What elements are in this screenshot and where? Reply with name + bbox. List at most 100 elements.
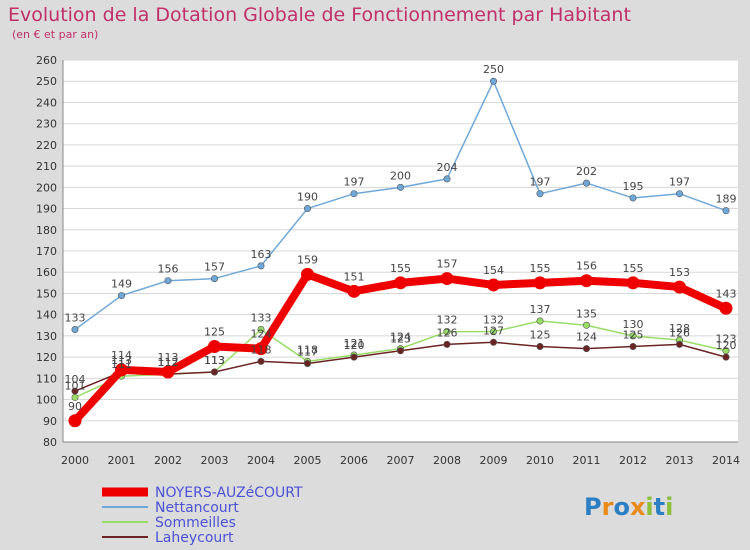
x-tick-label: 2002 — [154, 454, 182, 467]
data-point — [536, 342, 544, 350]
data-label: 126 — [669, 326, 690, 339]
data-point — [257, 262, 265, 270]
data-label: 133 — [251, 312, 272, 325]
data-point — [629, 342, 637, 350]
legend-label: Nettancourt — [155, 500, 239, 516]
data-point — [722, 207, 730, 215]
data-point — [118, 292, 126, 300]
y-tick-label: 80 — [43, 436, 57, 449]
legend-label: NOYERS-AUZéCOURT — [155, 485, 303, 501]
data-label: 135 — [576, 307, 597, 320]
data-label: 118 — [297, 343, 318, 356]
data-label: 149 — [111, 278, 132, 291]
y-tick-label: 190 — [36, 203, 57, 216]
proxiti-logo: Proxiti — [584, 493, 673, 521]
data-point — [582, 345, 590, 353]
data-point — [71, 387, 79, 395]
data-point — [396, 183, 404, 191]
data-label: 132 — [437, 314, 458, 327]
data-label: 159 — [297, 253, 318, 266]
data-label: 133 — [65, 312, 86, 325]
data-point — [536, 317, 544, 325]
data-point — [582, 179, 590, 187]
data-point — [303, 205, 311, 213]
data-label: 120 — [716, 339, 737, 352]
data-label: 120 — [344, 339, 365, 352]
data-label: 113 — [204, 354, 225, 367]
data-label: 137 — [530, 303, 551, 316]
data-label: 111 — [111, 358, 132, 371]
data-label: 125 — [623, 329, 644, 342]
data-point — [68, 414, 82, 428]
data-point — [211, 368, 219, 376]
x-tick-label: 2001 — [108, 454, 136, 467]
data-label: 202 — [576, 165, 597, 178]
data-label: 124 — [576, 331, 597, 344]
legend-label: Laheycourt — [155, 530, 234, 546]
data-label: 114 — [111, 349, 132, 362]
data-label: 156 — [576, 260, 597, 273]
data-label: 123 — [390, 333, 411, 346]
x-tick-label: 2013 — [666, 454, 694, 467]
x-tick-label: 2011 — [573, 454, 601, 467]
data-label: 104 — [65, 373, 86, 386]
data-label: 153 — [669, 266, 690, 279]
data-point — [626, 276, 640, 290]
data-label: 155 — [530, 262, 551, 275]
x-tick-label: 2004 — [247, 454, 275, 467]
data-point — [489, 328, 497, 336]
x-tick-label: 2006 — [340, 454, 368, 467]
x-tick-label: 2000 — [61, 454, 89, 467]
data-label: 101 — [65, 379, 86, 392]
data-label: 113 — [111, 354, 132, 367]
x-tick-label: 2007 — [387, 454, 415, 467]
data-point — [443, 328, 451, 336]
data-point — [629, 194, 637, 202]
data-label: 143 — [716, 287, 737, 300]
data-point — [443, 340, 451, 348]
y-tick-label: 240 — [36, 96, 57, 109]
y-tick-label: 90 — [43, 415, 57, 428]
chart-title: Evolution de la Dotation Globale de Fonc… — [8, 4, 631, 26]
data-point — [254, 342, 268, 356]
data-point — [394, 276, 407, 290]
data-label: 113 — [204, 354, 225, 367]
y-tick-label: 140 — [36, 309, 57, 322]
data-point — [211, 275, 219, 283]
data-point — [71, 326, 79, 334]
data-label: 197 — [530, 176, 551, 189]
data-point — [347, 284, 361, 298]
data-label: 157 — [204, 261, 225, 274]
data-label: 190 — [297, 191, 318, 204]
y-tick-label: 120 — [36, 351, 57, 364]
x-tick-label: 2009 — [480, 454, 508, 467]
data-label: 163 — [251, 248, 272, 261]
x-tick-label: 2008 — [433, 454, 461, 467]
data-label: 200 — [390, 169, 411, 182]
y-tick-label: 200 — [36, 181, 57, 194]
x-tick-label: 2014 — [712, 454, 740, 467]
chart-subtitle: (en € et par an) — [12, 28, 99, 41]
data-label: 126 — [437, 326, 458, 339]
data-point — [257, 326, 265, 334]
data-point — [673, 280, 686, 294]
y-tick-label: 180 — [36, 224, 57, 237]
data-point — [443, 175, 451, 183]
data-point — [161, 365, 175, 379]
legend-label: Sommeilles — [155, 515, 236, 531]
y-tick-label: 100 — [36, 394, 57, 407]
data-label: 112 — [158, 356, 179, 369]
data-point — [208, 340, 221, 353]
data-label: 195 — [623, 180, 644, 193]
y-tick-label: 210 — [36, 160, 57, 173]
y-tick-label: 260 — [36, 54, 57, 67]
data-point — [533, 276, 547, 290]
data-label: 156 — [158, 263, 179, 276]
data-point — [582, 321, 590, 329]
x-tick-label: 2003 — [201, 454, 229, 467]
data-label: 189 — [716, 193, 737, 206]
data-point — [536, 190, 544, 198]
data-point — [489, 338, 497, 346]
data-label: 151 — [344, 270, 365, 283]
